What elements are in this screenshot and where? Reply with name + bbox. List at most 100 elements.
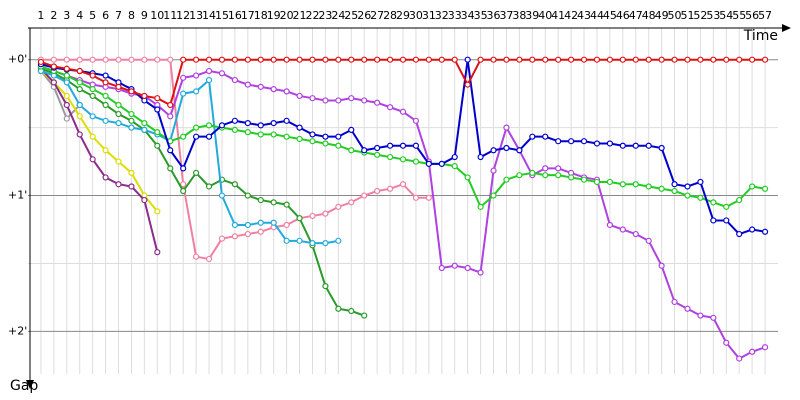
data-point xyxy=(335,133,342,140)
data-point xyxy=(632,142,639,149)
data-point xyxy=(761,228,769,235)
x-tick-label: 49 xyxy=(655,9,669,22)
data-point xyxy=(374,187,381,195)
data-point xyxy=(697,56,704,63)
data-point xyxy=(218,235,226,242)
data-point xyxy=(128,110,135,118)
data-point xyxy=(102,147,109,154)
data-point xyxy=(438,56,445,63)
data-point xyxy=(335,142,342,149)
data-point xyxy=(361,192,368,199)
data-point xyxy=(451,262,458,269)
x-tick-label: 23 xyxy=(318,9,332,22)
data-point xyxy=(115,56,122,63)
data-point xyxy=(503,56,510,63)
data-point xyxy=(736,196,743,204)
y-tick-label: +0' xyxy=(8,53,27,66)
data-point xyxy=(231,56,238,63)
data-point xyxy=(361,312,368,319)
data-point xyxy=(257,228,264,235)
data-point xyxy=(399,56,407,63)
x-tick-label: 52 xyxy=(693,9,707,22)
data-point xyxy=(749,348,756,355)
x-tick-label: 28 xyxy=(383,9,397,22)
data-point xyxy=(257,122,264,129)
data-point xyxy=(63,79,70,86)
data-point xyxy=(386,185,394,192)
data-point xyxy=(619,181,626,188)
data-point xyxy=(141,92,148,100)
data-point xyxy=(697,312,704,319)
data-point xyxy=(257,56,264,63)
data-point xyxy=(348,147,355,154)
x-tick-label: 57 xyxy=(758,9,772,22)
data-point xyxy=(76,113,83,120)
x-tick-label: 53 xyxy=(706,9,720,22)
data-point xyxy=(89,156,96,163)
data-point xyxy=(671,181,678,188)
data-point xyxy=(723,56,730,63)
data-point xyxy=(606,221,613,229)
data-point xyxy=(348,56,355,63)
x-tick-label: 8 xyxy=(128,9,135,22)
data-point xyxy=(50,63,57,70)
data-point xyxy=(710,56,717,63)
y-tick-label: +1' xyxy=(8,189,27,202)
data-point xyxy=(335,203,342,210)
data-point xyxy=(412,158,420,165)
x-tick-label: 55 xyxy=(732,9,746,22)
data-point xyxy=(632,181,639,188)
data-point xyxy=(257,196,264,204)
data-point xyxy=(154,95,161,102)
data-point xyxy=(128,183,135,190)
data-point xyxy=(348,95,355,102)
data-point xyxy=(76,67,83,75)
data-point xyxy=(244,192,251,199)
data-point xyxy=(736,355,743,362)
data-point xyxy=(593,140,601,147)
x-tick-label: 32 xyxy=(435,9,449,22)
y-axis-label: Gap xyxy=(10,378,38,394)
x-tick-label: 56 xyxy=(745,9,759,22)
data-point xyxy=(296,124,303,131)
data-point xyxy=(671,56,678,63)
data-point xyxy=(283,201,290,208)
data-point xyxy=(154,129,161,136)
data-point xyxy=(684,183,691,190)
data-point xyxy=(412,117,420,124)
x-tick-label: 48 xyxy=(642,9,656,22)
data-point xyxy=(257,131,264,138)
data-point xyxy=(322,140,329,147)
data-point xyxy=(542,165,549,172)
data-point xyxy=(761,185,769,192)
data-point xyxy=(516,56,523,63)
data-point xyxy=(167,113,174,120)
data-point xyxy=(555,165,562,172)
data-point xyxy=(710,199,717,206)
data-point xyxy=(270,119,277,127)
data-point xyxy=(270,56,277,63)
data-point xyxy=(89,92,96,100)
data-point xyxy=(374,56,381,63)
data-point xyxy=(102,117,109,124)
data-point xyxy=(490,56,497,63)
x-tick-label: 31 xyxy=(422,9,436,22)
data-point xyxy=(89,113,96,120)
data-point xyxy=(723,203,730,210)
x-tick-label: 39 xyxy=(525,9,539,22)
data-point xyxy=(63,72,70,79)
data-point xyxy=(684,305,691,312)
data-point xyxy=(632,230,639,238)
data-point xyxy=(503,124,510,131)
data-point xyxy=(451,153,458,161)
data-point xyxy=(593,178,601,186)
data-point xyxy=(399,108,407,115)
data-point xyxy=(568,56,575,63)
data-point xyxy=(361,147,368,154)
data-point xyxy=(412,56,420,63)
data-point xyxy=(490,147,497,154)
data-point xyxy=(141,119,148,127)
data-point xyxy=(335,97,342,104)
data-point xyxy=(141,56,148,63)
data-point xyxy=(412,142,420,149)
